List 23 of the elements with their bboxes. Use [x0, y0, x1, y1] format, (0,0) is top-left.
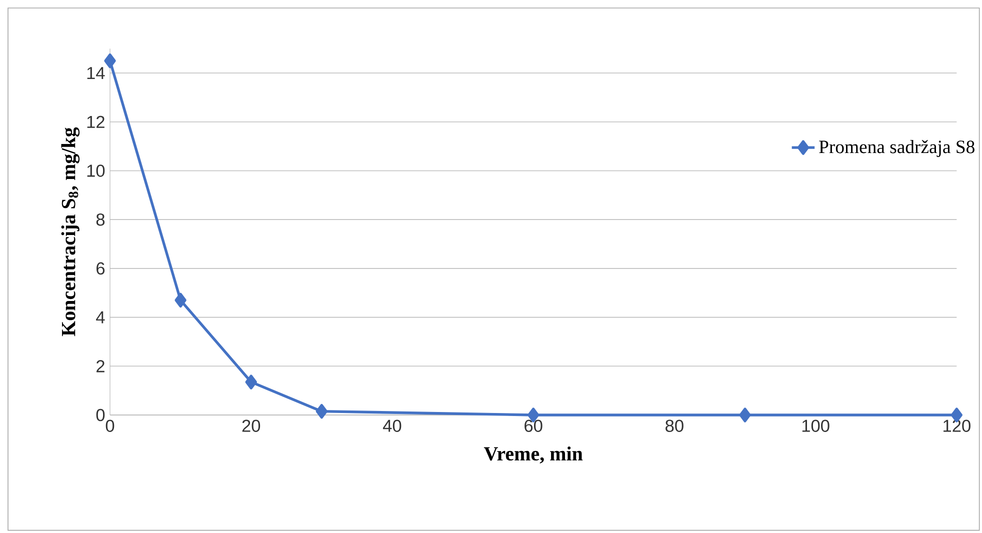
point: [316, 404, 328, 419]
x-tick-label: 60: [524, 420, 542, 432]
point: [245, 374, 257, 390]
x-tick-label: 120: [944, 420, 970, 432]
y-tick-label: 10: [87, 164, 105, 177]
x-tick-label: 100: [802, 420, 830, 432]
point: [104, 53, 116, 68]
y-tick-label: 4: [96, 311, 105, 324]
point: [174, 292, 186, 308]
y-tick-label: 14: [87, 67, 105, 79]
y-tick-label: 8: [96, 213, 105, 226]
legend-label: Promena sadržaja S8: [819, 140, 974, 157]
x-tick-label: 40: [382, 420, 402, 432]
point: [739, 408, 751, 422]
x-axis-title: Vreme, min: [484, 446, 583, 464]
y-tick-label: 2: [96, 360, 104, 372]
x-tick-label: 80: [666, 420, 684, 432]
x-tick-label: 20: [242, 420, 260, 432]
y-tick-label: 6: [96, 262, 105, 275]
y-tick-label: 12: [87, 116, 104, 128]
x-tick-label: 0: [106, 420, 114, 432]
y-tick-label: 0: [96, 408, 105, 422]
y-axis-title: Koncentracija S$_{8}$, mg/kg: [61, 127, 80, 336]
